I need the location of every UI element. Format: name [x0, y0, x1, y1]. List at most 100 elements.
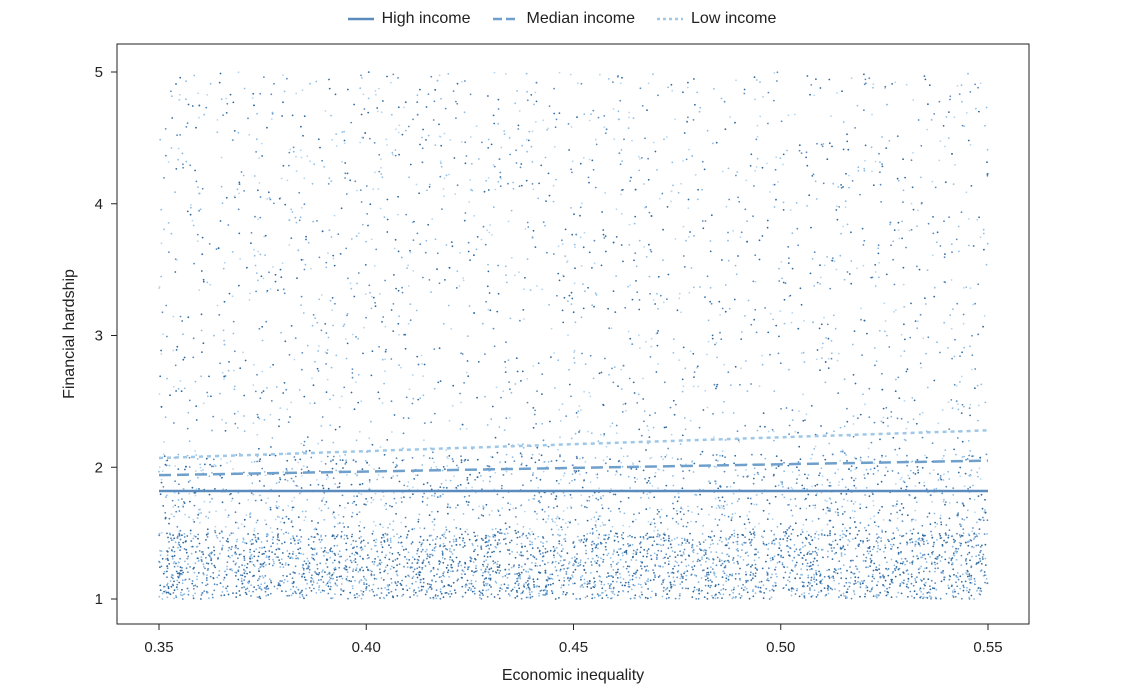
scatter-point	[557, 516, 559, 519]
scatter-point	[890, 244, 892, 247]
scatter-point	[692, 551, 695, 554]
scatter-point	[735, 273, 738, 276]
scatter-point	[309, 402, 311, 405]
scatter-point	[321, 484, 324, 487]
scatter-point	[357, 571, 360, 573]
scatter-point	[914, 485, 917, 487]
scatter-point	[960, 84, 963, 87]
scatter-point	[782, 153, 785, 156]
scatter-point	[347, 502, 349, 504]
scatter-point	[912, 518, 915, 521]
scatter-point	[536, 285, 538, 287]
scatter-point	[271, 564, 274, 567]
scatter-point	[438, 123, 440, 126]
scatter-point	[857, 166, 860, 169]
scatter-point	[489, 475, 492, 478]
scatter-point	[508, 563, 510, 566]
scatter-point	[327, 183, 330, 185]
scatter-point	[252, 590, 255, 593]
scatter-point	[412, 493, 414, 496]
scatter-point	[555, 118, 558, 121]
scatter-point	[898, 534, 901, 537]
scatter-point	[177, 506, 180, 508]
scatter-point	[164, 416, 167, 419]
scatter-point	[950, 399, 953, 401]
scatter-point	[412, 570, 415, 573]
scatter-point	[828, 78, 831, 81]
scatter-point	[425, 548, 428, 551]
scatter-point	[220, 458, 222, 460]
scatter-point	[758, 522, 760, 525]
scatter-point	[712, 142, 714, 145]
scatter-point	[562, 491, 565, 494]
scatter-point	[671, 89, 674, 92]
scatter-point	[160, 550, 163, 553]
scatter-point	[799, 458, 802, 461]
scatter-point	[445, 479, 447, 482]
scatter-point	[755, 585, 757, 588]
scatter-point	[866, 537, 868, 540]
scatter-point	[779, 538, 782, 541]
scatter-point	[905, 485, 908, 488]
scatter-point	[834, 539, 837, 542]
scatter-point	[635, 280, 637, 282]
scatter-point	[767, 430, 770, 433]
scatter-point	[386, 572, 389, 575]
scatter-point	[719, 454, 721, 457]
scatter-point	[431, 520, 434, 523]
scatter-point	[690, 574, 693, 576]
scatter-point	[494, 188, 497, 191]
scatter-point	[334, 566, 337, 569]
scatter-point	[784, 530, 787, 533]
scatter-point	[219, 362, 222, 365]
scatter-point	[301, 510, 304, 513]
scatter-point	[331, 467, 334, 470]
scatter-point	[889, 519, 892, 522]
scatter-point	[699, 106, 702, 109]
scatter-point	[257, 218, 259, 221]
scatter-point	[238, 284, 240, 287]
scatter-point	[183, 536, 186, 538]
scatter-point	[564, 593, 567, 596]
scatter-point	[231, 251, 234, 253]
scatter-point	[577, 410, 580, 413]
scatter-point	[776, 80, 778, 82]
scatter-point	[877, 544, 880, 547]
scatter-point	[421, 568, 423, 571]
scatter-point	[198, 116, 200, 119]
scatter-point	[313, 536, 316, 538]
scatter-point	[530, 479, 532, 482]
scatter-point	[605, 445, 608, 448]
scatter-point	[863, 109, 865, 112]
scatter-point	[582, 565, 585, 567]
scatter-point	[871, 276, 874, 279]
scatter-point	[242, 351, 245, 354]
scatter-point	[934, 521, 936, 524]
scatter-point	[926, 128, 929, 131]
scatter-point	[737, 474, 739, 477]
scatter-point	[619, 82, 622, 85]
scatter-point	[676, 458, 679, 461]
scatter-point	[173, 515, 175, 518]
scatter-point	[398, 333, 400, 336]
scatter-point	[170, 537, 172, 540]
scatter-point	[473, 587, 476, 590]
scatter-point	[553, 146, 556, 148]
scatter-point	[390, 358, 393, 360]
scatter-point	[979, 478, 982, 480]
scatter-point	[243, 415, 245, 417]
scatter-point	[279, 580, 282, 582]
scatter-point	[622, 554, 624, 557]
scatter-point	[821, 578, 824, 581]
scatter-point	[334, 554, 337, 556]
scatter-point	[651, 590, 653, 593]
scatter-point	[859, 413, 862, 416]
scatter-point	[650, 250, 653, 253]
scatter-point	[878, 329, 881, 332]
scatter-point	[888, 139, 891, 142]
scatter-point	[940, 521, 942, 524]
scatter-point	[672, 475, 674, 477]
scatter-point	[182, 163, 184, 166]
scatter-point	[628, 223, 631, 226]
scatter-point	[377, 188, 380, 190]
